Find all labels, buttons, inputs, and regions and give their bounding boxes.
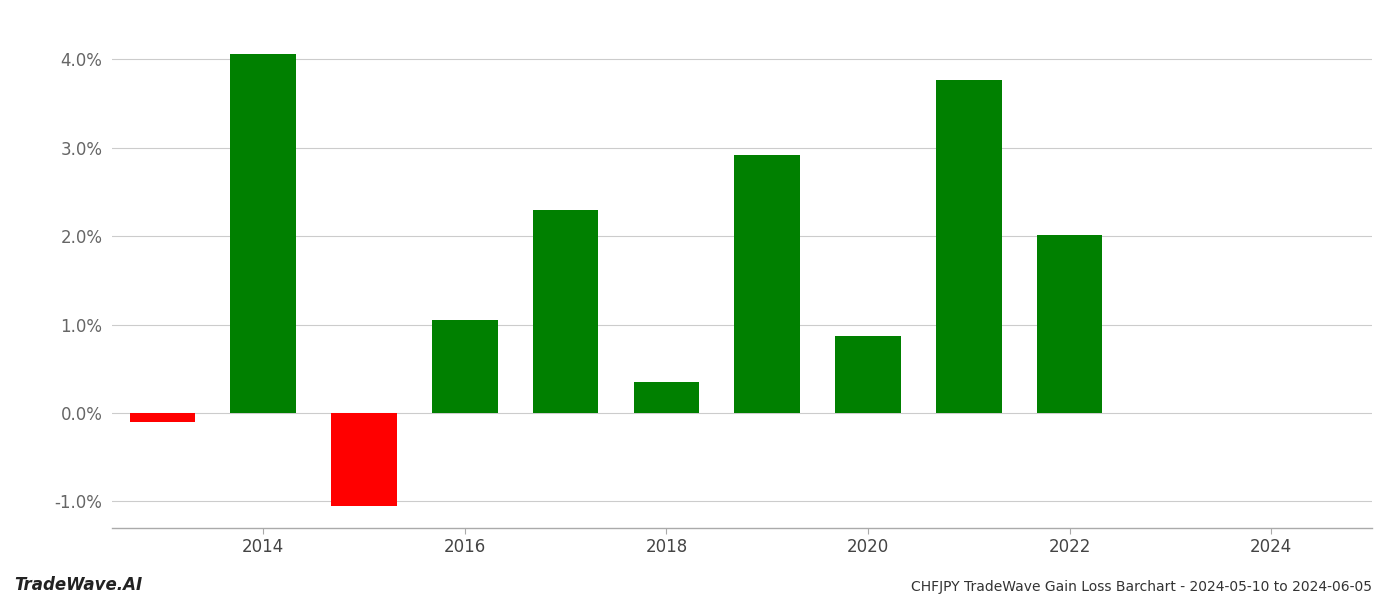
Text: TradeWave.AI: TradeWave.AI <box>14 576 143 594</box>
Bar <box>937 80 1001 413</box>
Bar <box>231 54 295 413</box>
Bar <box>836 336 900 413</box>
Bar <box>332 413 396 506</box>
Bar <box>1037 235 1102 413</box>
Bar <box>533 209 598 413</box>
Bar <box>634 382 699 413</box>
Text: CHFJPY TradeWave Gain Loss Barchart - 2024-05-10 to 2024-06-05: CHFJPY TradeWave Gain Loss Barchart - 20… <box>911 580 1372 594</box>
Bar <box>130 413 195 422</box>
Bar <box>433 320 497 413</box>
Bar <box>735 155 799 413</box>
